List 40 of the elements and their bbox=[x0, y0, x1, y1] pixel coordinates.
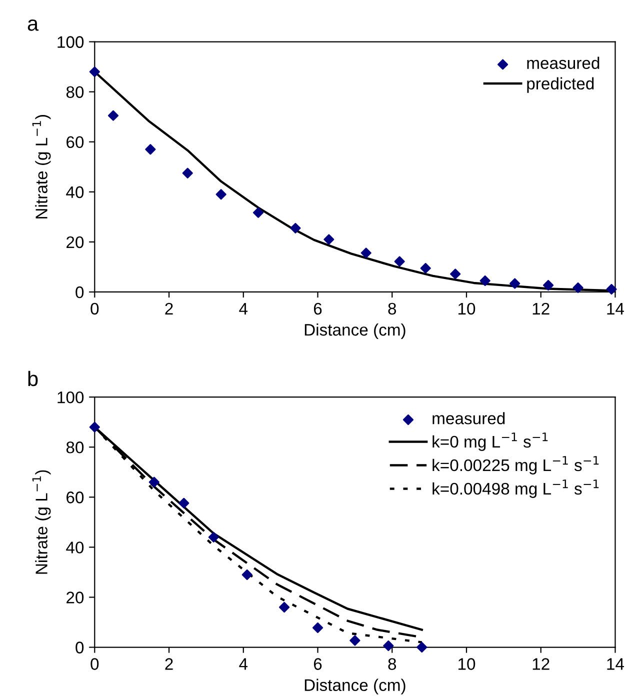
y-tick-label: 100 bbox=[58, 391, 84, 404]
x-tick-label: 2 bbox=[165, 658, 173, 670]
x-axis-title: Distance (cm) bbox=[304, 323, 406, 340]
x-tick-label: 12 bbox=[532, 302, 550, 314]
x-tick-label: 14 bbox=[607, 303, 624, 314]
x-tick-label: 0 bbox=[90, 302, 99, 315]
y-tick-label: 0 bbox=[76, 642, 84, 654]
x-tick-label: 12 bbox=[532, 658, 550, 670]
y-axis-title: Nitrate (g L$^{−1}$) bbox=[32, 470, 51, 574]
y-tick-label: 0 bbox=[76, 286, 84, 298]
legend-label: measured bbox=[432, 412, 505, 424]
x-tick-label: 8 bbox=[388, 658, 396, 670]
y-tick-label: 80 bbox=[66, 86, 84, 98]
chart-title: a bbox=[28, 19, 39, 31]
x-axis-title: Distance (cm) bbox=[304, 678, 406, 694]
legend-label: k=0.00498 mg L$^{−1}$ s$^{−1}$ bbox=[432, 480, 599, 498]
y-tick-label: 40 bbox=[66, 542, 84, 554]
y-tick-label: 40 bbox=[66, 186, 84, 198]
legend-label: k=0 mg L$^{−1}$ s$^{−1}$ bbox=[432, 432, 548, 451]
x-tick-label: 10 bbox=[458, 658, 476, 670]
x-tick-label: 8 bbox=[388, 302, 396, 315]
x-tick-label: 6 bbox=[314, 302, 322, 315]
x-tick-label: 2 bbox=[165, 302, 173, 314]
legend-label: k=0.00225 mg L$^{−1}$ s$^{−1}$ bbox=[432, 456, 599, 474]
x-tick-label: 10 bbox=[458, 302, 476, 315]
x-tick-label: 4 bbox=[239, 658, 248, 670]
x-tick-label: 4 bbox=[239, 303, 248, 314]
legend-label: predicted bbox=[527, 77, 594, 93]
y-tick-label: 100 bbox=[58, 36, 84, 48]
legend-label: measured bbox=[527, 56, 600, 69]
y-axis-title: Nitrate (g L$^{−1}$) bbox=[32, 115, 51, 218]
y-tick-label: 20 bbox=[66, 592, 84, 604]
y-tick-label: 60 bbox=[66, 136, 84, 148]
y-tick-label: 80 bbox=[66, 442, 84, 454]
chart-title: b bbox=[28, 370, 38, 386]
x-tick-label: 0 bbox=[90, 658, 99, 670]
x-tick-label: 14 bbox=[607, 658, 624, 670]
y-tick-label: 20 bbox=[66, 236, 84, 248]
x-tick-label: 6 bbox=[314, 658, 322, 670]
y-tick-label: 60 bbox=[66, 492, 84, 504]
